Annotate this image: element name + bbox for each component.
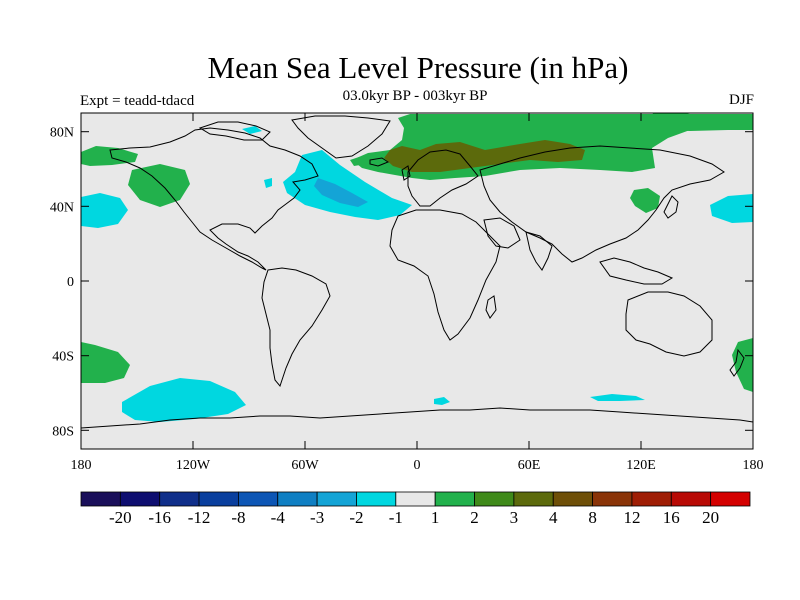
colorbar-label: -2 (349, 508, 363, 527)
coast-british-isles (401, 165, 411, 181)
colorbar-swatch (513, 491, 554, 507)
anomaly-canada-small (350, 156, 366, 166)
lat-label-0: 0 (67, 275, 74, 290)
colorbar-label: -1 (389, 508, 403, 527)
lon-label-60w: 60W (291, 458, 319, 473)
season-label: DJF (728, 92, 754, 108)
coast-antarctica (81, 407, 753, 429)
colorbar-label: -12 (188, 508, 211, 527)
colorbar-swatch (710, 491, 751, 507)
coast-north-america (109, 127, 319, 271)
longitude-axis: 180 120W 60W 0 60E 120E 180 (71, 113, 764, 473)
colorbar-label: 20 (702, 508, 719, 527)
anomaly-north-pacific-west (81, 193, 128, 228)
anomaly-north-pacific-east (710, 194, 753, 223)
colorbar-labels: -20 -16 -12 -8 -4 -3 -2 -1 1 2 3 4 8 12 16 20 (109, 508, 719, 527)
colorbar-label: 3 (510, 508, 519, 527)
coast-greenland (291, 115, 391, 159)
coast-europe (407, 149, 479, 207)
coast-japan (663, 195, 679, 219)
colorbar-label: 16 (663, 508, 680, 527)
colorbar-label: -16 (148, 508, 171, 527)
lat-label-40n: 40N (50, 200, 74, 215)
colorbar-label: 8 (588, 508, 597, 527)
colorbar-label: 4 (549, 508, 558, 527)
anomaly-north-atlantic-core (314, 178, 368, 207)
anomaly-east-pacific-small (264, 178, 272, 188)
anomaly-greenland-small (242, 126, 262, 134)
lat-label-40s: 40S (52, 350, 74, 365)
colorbar-label: -4 (271, 508, 286, 527)
anomaly-southern-indian (590, 394, 645, 401)
lon-label-180e: 180 (743, 458, 764, 473)
anomaly-south-pacific-west (81, 342, 130, 383)
colorbar-swatch (434, 491, 475, 507)
map-plot-area (81, 113, 753, 449)
colorbar-swatch (592, 491, 633, 507)
anomaly-south-atlantic-small (434, 397, 450, 405)
coast-india (525, 231, 553, 271)
colorbar (80, 491, 751, 507)
colorbar-swatch (670, 491, 712, 507)
anomaly-north-atlantic (283, 150, 412, 220)
coast-africa (389, 209, 501, 341)
colorbar-swatch (80, 491, 121, 507)
colorbar-label: -3 (310, 508, 324, 527)
colorbar-label: -20 (109, 508, 132, 527)
colorbar-swatch (316, 491, 357, 507)
colorbar-swatch (238, 491, 279, 507)
map-title: Mean Sea Level Pressure (in hPa) (207, 50, 629, 85)
coast-madagascar (485, 295, 497, 319)
lon-label-120e: 120E (626, 458, 656, 473)
coast-south-america (261, 267, 331, 388)
lon-label-180w: 180 (71, 458, 92, 473)
coast-southeast-asia-islands (599, 257, 674, 285)
colorbar-swatch (356, 491, 397, 507)
colorbar-label: 1 (431, 508, 440, 527)
coast-arabia (483, 217, 521, 249)
anomaly-east-asia (630, 188, 660, 213)
lon-label-0: 0 (414, 458, 421, 473)
lat-label-80n: 80N (50, 126, 74, 141)
colorbar-swatch (552, 491, 593, 507)
colorbar-label: 12 (623, 508, 640, 527)
anomaly-bering-east (652, 113, 753, 131)
anomaly-south-pacific (122, 378, 246, 422)
lon-label-120w: 120W (176, 458, 211, 473)
coastlines (81, 115, 753, 429)
colorbar-swatch (277, 491, 318, 507)
colorbar-label: 2 (470, 508, 479, 527)
colorbar-swatch (198, 491, 239, 507)
coast-australia (625, 291, 713, 357)
latitude-axis: 80N 40N 0 40S 80S (50, 126, 753, 439)
map-subtitle: 03.0kyr BP - 003kyr BP (342, 88, 488, 104)
anomaly-eurasia-core (384, 140, 585, 172)
colorbar-swatch (474, 491, 515, 507)
colorbar-swatch (159, 491, 200, 507)
coast-canadian-arctic (198, 121, 271, 141)
coast-new-zealand (729, 348, 745, 377)
lat-label-80s: 80S (52, 424, 74, 439)
colorbar-label: -8 (231, 508, 245, 527)
coast-iceland (369, 157, 390, 167)
colorbar-swatch (631, 491, 672, 507)
lon-label-60e: 60E (518, 458, 541, 473)
colorbar-swatch (119, 491, 161, 507)
experiment-label: Expt = teadd-tdacd (80, 93, 195, 109)
colorbar-swatch (395, 491, 436, 507)
anomaly-pacific-northwest (128, 164, 190, 207)
